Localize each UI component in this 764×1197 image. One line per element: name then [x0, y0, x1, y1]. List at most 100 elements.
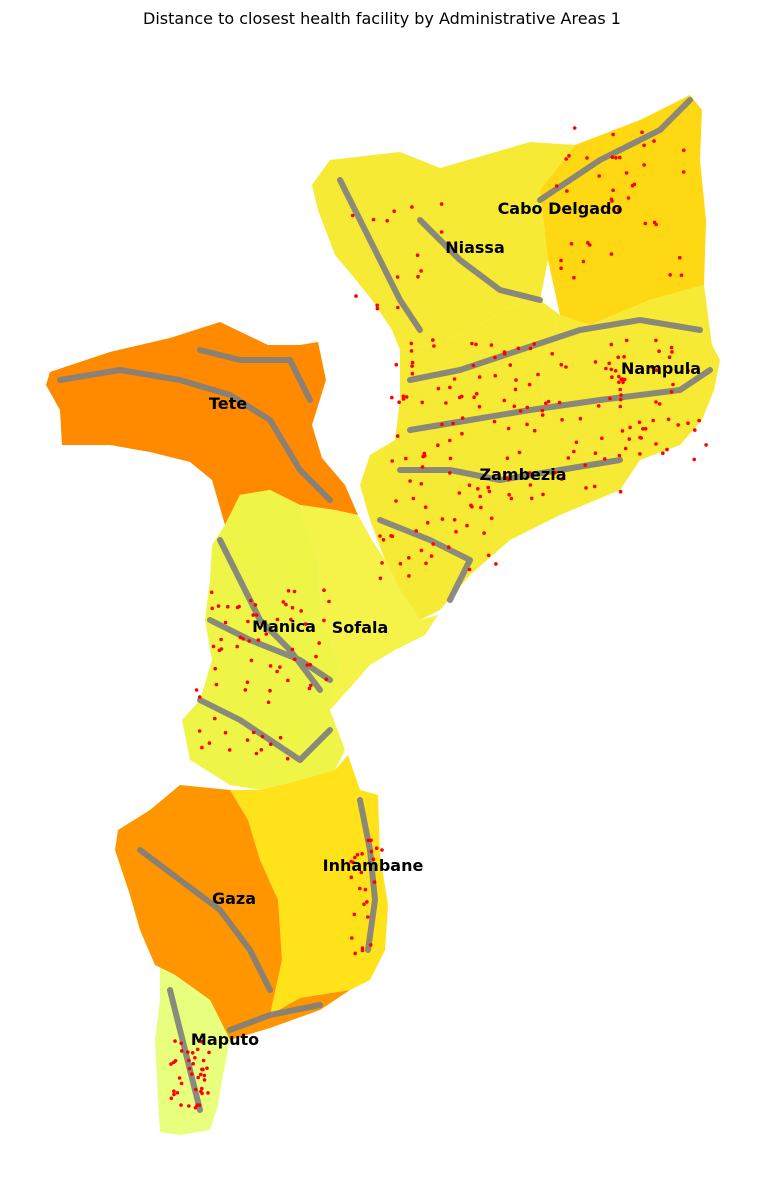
facility-point [518, 409, 523, 413]
facility-point [494, 562, 498, 566]
facility-point [375, 306, 380, 311]
facility-point [610, 375, 614, 380]
facility-point [452, 377, 457, 381]
facility-point [371, 857, 376, 861]
facility-point [457, 491, 462, 495]
facility-point [305, 663, 310, 667]
facility-point [407, 574, 411, 578]
facility-point [608, 396, 612, 401]
facility-point [368, 943, 373, 947]
region-cabo-delgado [540, 95, 706, 325]
facility-point [251, 730, 256, 735]
facility-point [567, 154, 571, 158]
facility-point [493, 355, 497, 360]
facility-point [581, 259, 586, 264]
facility-point [396, 305, 400, 310]
facility-point [479, 505, 483, 510]
facility-point [187, 1104, 191, 1108]
facility-point [618, 489, 623, 494]
facility-point [200, 1086, 204, 1091]
facility-point [429, 554, 434, 558]
label-zambezia: Zambezia [480, 465, 567, 484]
facility-point [416, 274, 420, 279]
facility-point [532, 428, 537, 433]
facility-point [448, 471, 452, 475]
facility-point [676, 423, 680, 427]
facility-point [317, 641, 322, 645]
facility-point [536, 372, 540, 377]
facility-point [372, 880, 377, 884]
facility-point [381, 538, 386, 542]
facility-point [640, 130, 644, 135]
facility-point [617, 380, 621, 385]
facility-point [308, 662, 313, 667]
facility-point [366, 915, 370, 919]
facility-point [643, 221, 648, 226]
facility-point [482, 531, 486, 535]
facility-point [375, 303, 380, 308]
facility-point [395, 275, 400, 279]
facility-point [268, 664, 273, 668]
facility-point [667, 355, 672, 360]
facility-point [668, 273, 672, 277]
facility-point [478, 494, 483, 499]
facility-point [439, 202, 444, 206]
facility-point [201, 1067, 205, 1072]
facility-point [378, 534, 382, 538]
facility-point [652, 139, 656, 143]
facility-point [191, 1062, 195, 1066]
facility-point [641, 427, 645, 431]
facility-point [193, 1105, 198, 1110]
facility-point [474, 391, 479, 396]
facility-point [626, 196, 631, 200]
facility-point [471, 363, 476, 368]
facility-point [609, 252, 614, 256]
facility-point [642, 143, 646, 148]
facility-point [529, 496, 534, 501]
facility-point [390, 395, 394, 400]
facility-point [566, 456, 571, 460]
facility-point [394, 362, 399, 367]
facility-point [187, 1058, 191, 1063]
facility-point [448, 438, 452, 443]
facility-point [525, 422, 529, 427]
facility-point [350, 936, 354, 940]
facility-point [307, 686, 312, 691]
facility-point [559, 258, 563, 263]
facility-point [564, 157, 568, 161]
facility-point [380, 561, 384, 565]
facility-point [179, 1041, 183, 1046]
facility-point [207, 741, 212, 745]
facility-point [390, 459, 395, 463]
facility-point [186, 1050, 190, 1054]
facility-point [223, 620, 228, 625]
facility-point [681, 170, 686, 174]
facility-point [657, 349, 661, 354]
facility-point [465, 523, 469, 528]
facility-point [362, 902, 366, 907]
facility-point [194, 688, 199, 692]
facility-point [639, 436, 643, 440]
facility-point [247, 639, 252, 643]
facility-point [260, 734, 265, 739]
facility-point [214, 682, 219, 687]
facility-point [238, 635, 243, 640]
facility-point [352, 912, 357, 917]
facility-point [264, 632, 269, 636]
facility-point [196, 1075, 200, 1080]
facility-point [572, 126, 577, 130]
label-niassa: Niassa [445, 238, 505, 257]
facility-point [586, 240, 590, 245]
facility-point [292, 589, 297, 594]
facility-point [652, 220, 657, 225]
facility-point [559, 362, 564, 367]
facility-point [245, 680, 250, 685]
facility-point [256, 638, 261, 642]
facility-point [486, 553, 491, 558]
facility-point [327, 599, 331, 604]
facility-point [195, 1047, 200, 1052]
facility-point [686, 421, 690, 426]
facility-point [410, 360, 415, 365]
facility-point [351, 860, 355, 865]
facility-point [251, 613, 255, 617]
